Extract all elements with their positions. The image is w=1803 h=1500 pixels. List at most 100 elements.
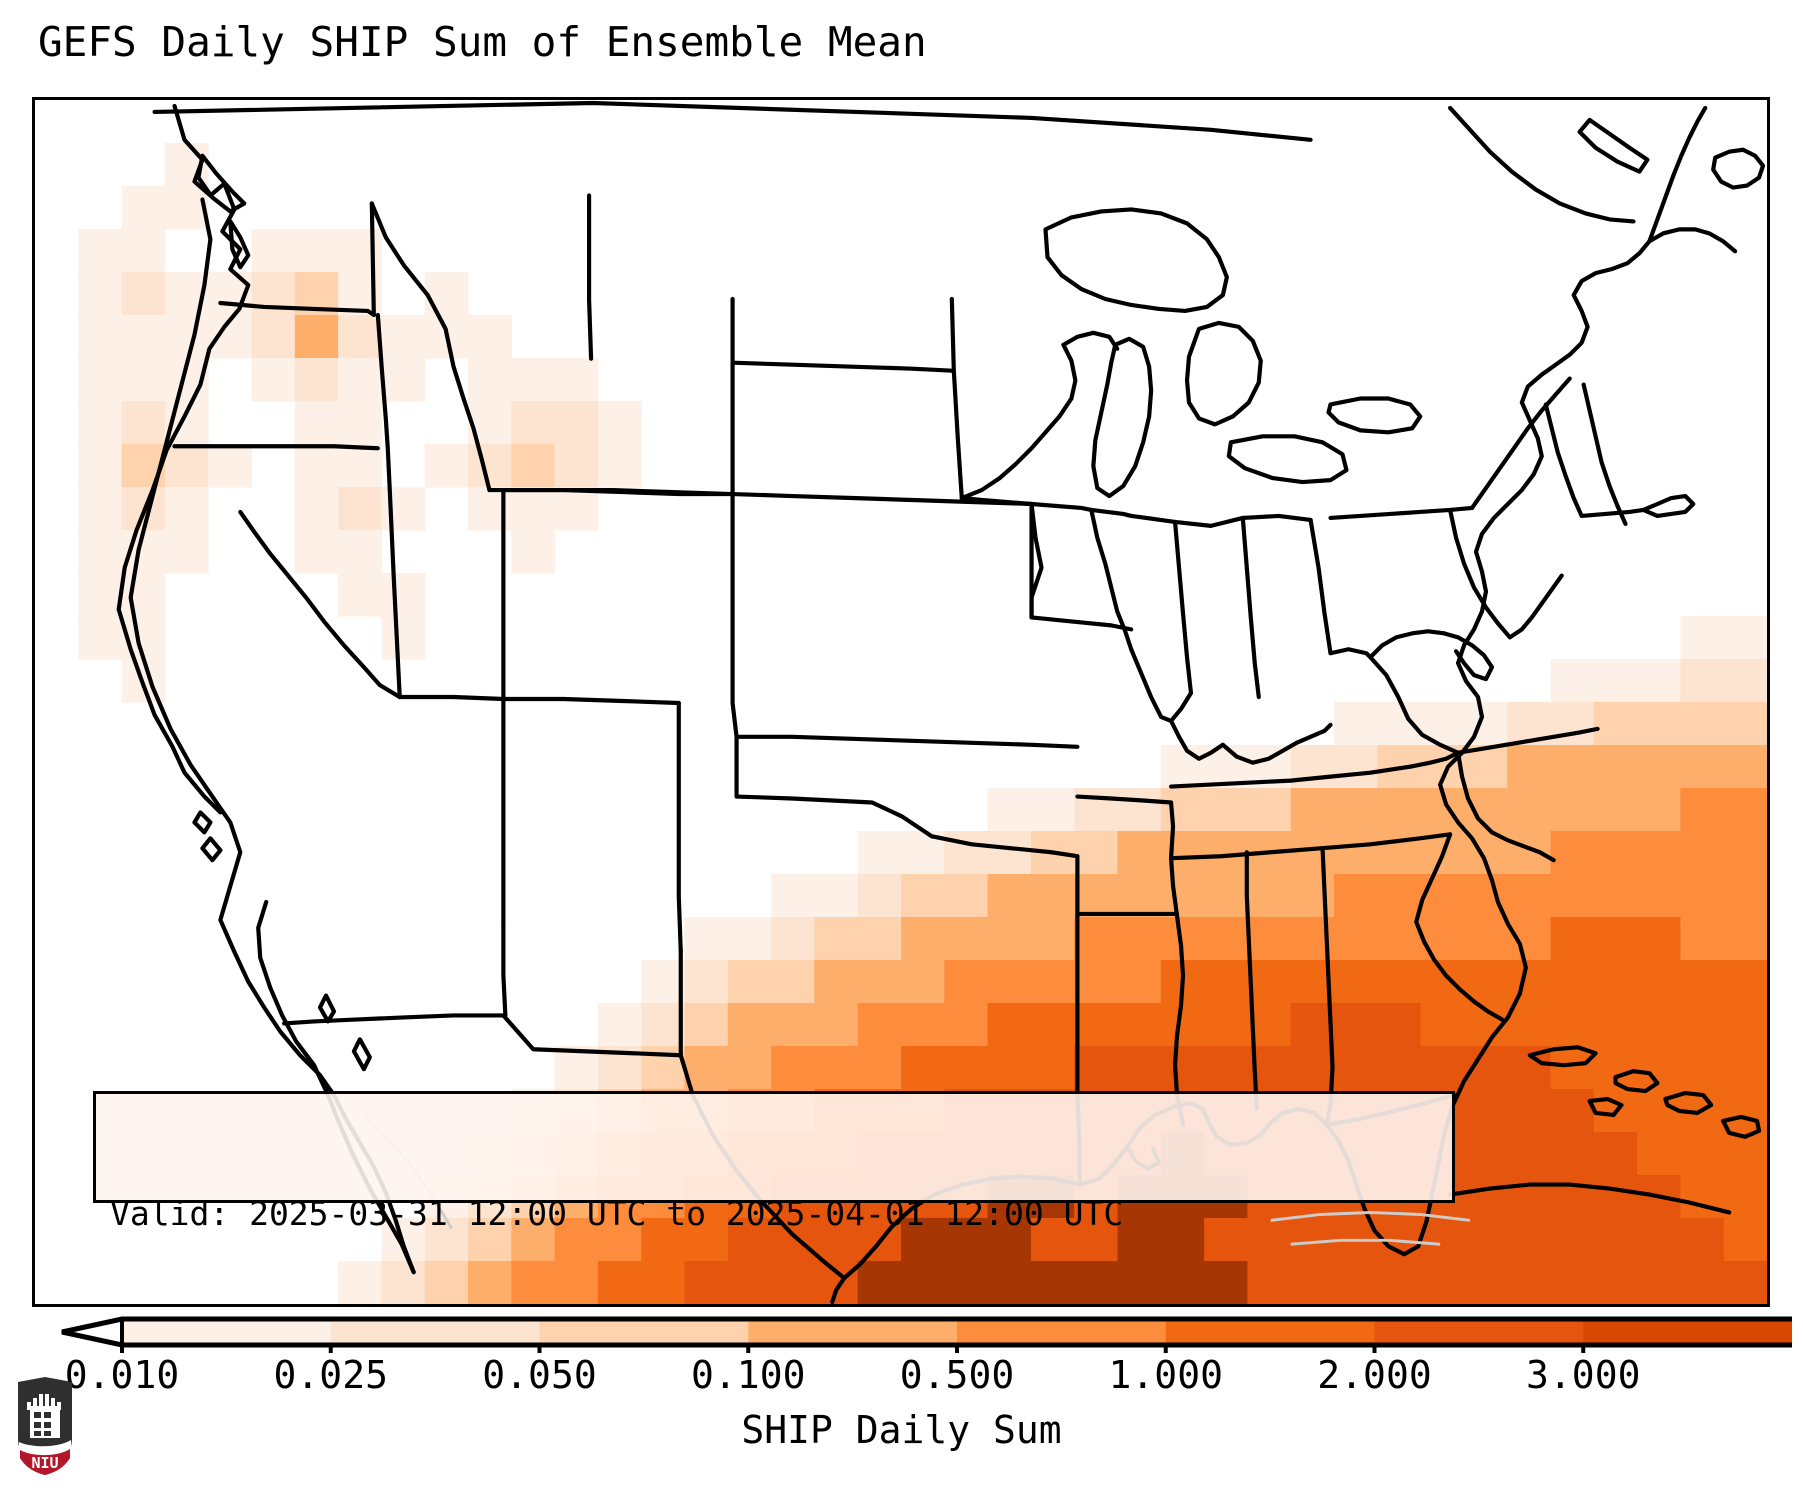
heat-cell [338, 443, 382, 488]
heatmap-layer [78, 142, 1767, 1304]
heat-cell [381, 314, 426, 359]
heat-cell [1334, 1045, 1378, 1090]
mo-ar-line [1075, 794, 1174, 805]
heat-cell [771, 1045, 815, 1090]
cuba-north [1448, 1182, 1732, 1215]
map-canvas[interactable] [35, 100, 1767, 1304]
heat-cell [1160, 1045, 1205, 1090]
heat-cell [1030, 1217, 1075, 1262]
mi-in-oh-top [1129, 513, 1313, 528]
nc-sc-line [1455, 750, 1556, 863]
heat-cell [78, 358, 123, 402]
colorbar-segment [539, 1319, 749, 1345]
heat-cell [1290, 874, 1335, 918]
heat-cell [857, 830, 902, 875]
ne-ia-vert [1029, 501, 1044, 620]
heat-cell [554, 401, 599, 445]
wi-mi-line [1061, 330, 1120, 351]
mexico-east-coast [830, 1276, 847, 1304]
ia-il-line [1089, 507, 1134, 652]
heat-cell [1463, 1175, 1508, 1219]
ok-tx-line [734, 794, 1080, 859]
heat-cell [1680, 1045, 1725, 1090]
heat-cell [641, 1003, 686, 1047]
nj-ny-coast [1507, 573, 1564, 640]
heat-cell [1290, 830, 1335, 875]
heat-cell [857, 1261, 902, 1304]
nv-ut-line [397, 694, 506, 702]
heat-cell [1117, 1045, 1162, 1090]
heat-cell [78, 529, 123, 574]
heat-cell [1723, 1261, 1767, 1304]
ky-oh-line [1220, 722, 1333, 765]
heat-cell [1637, 702, 1681, 746]
map-panel[interactable]: Valid: 2025-03-31 12:00 UTC to 2025-04-0… [32, 97, 1770, 1307]
heat-cell [468, 443, 512, 488]
tn-nc-line [1408, 750, 1461, 769]
heat-cell [1593, 1131, 1638, 1176]
heat-cell [641, 1217, 686, 1262]
heat-cell [1074, 788, 1119, 832]
lake-huron [1184, 320, 1263, 427]
mo-il-river [1129, 647, 1174, 723]
heat-cell [771, 916, 815, 961]
heat-cell [1377, 1003, 1422, 1047]
nc-va-line [1455, 726, 1600, 755]
heat-cell [1420, 1217, 1465, 1262]
heat-cell [1117, 1261, 1162, 1304]
heat-cell [1637, 960, 1681, 1004]
heat-cell [1680, 1261, 1725, 1304]
heat-cell [857, 960, 902, 1004]
bahamas-d [1721, 1114, 1762, 1139]
heat-cell [338, 401, 382, 445]
heat-cell [1680, 1003, 1725, 1047]
heat-cell [1030, 874, 1075, 918]
heat-cell [1463, 1131, 1508, 1176]
heat-cell [1420, 916, 1465, 961]
heat-cell [727, 1217, 772, 1262]
heat-cell [1074, 874, 1119, 918]
oh-pa-line [1308, 517, 1333, 656]
heat-cell [1420, 1045, 1465, 1090]
heat-cell [554, 443, 599, 488]
heat-cell [1723, 1175, 1767, 1219]
heat-cell [1723, 615, 1767, 660]
heat-cell [1160, 744, 1205, 789]
heat-cell [1680, 830, 1725, 875]
colorbar-canvas[interactable] [32, 1307, 1792, 1353]
heat-cell [511, 443, 556, 488]
heat-cell [1334, 788, 1378, 832]
heat-cell [814, 1003, 859, 1047]
ks-ok-line [734, 734, 1080, 749]
nova-scotia [1711, 147, 1766, 190]
heat-cell [1290, 744, 1335, 789]
cape-cod [1641, 493, 1696, 519]
heat-cell [1550, 874, 1595, 918]
heat-cell [511, 1217, 556, 1262]
heat-cell [1680, 659, 1725, 703]
heat-cell [901, 960, 945, 1004]
heat-cell [1507, 960, 1552, 1004]
heat-cell [338, 314, 382, 359]
heat-cell [424, 1217, 469, 1262]
ga-sc-line [1414, 832, 1505, 1022]
heat-cell [1204, 1261, 1248, 1304]
heat-cell [1334, 960, 1378, 1004]
heat-cell [1507, 744, 1552, 789]
colorbar-segment [957, 1319, 1167, 1345]
colorbar-tick-label: 3.000 [1526, 1353, 1641, 1397]
heat-cell [1334, 1003, 1378, 1047]
heat-cell [1550, 702, 1595, 746]
pacific-coast-bc [116, 103, 251, 815]
colorbar-segment [122, 1319, 332, 1345]
heat-cell [814, 916, 859, 961]
heat-cell [121, 573, 166, 617]
colorbar[interactable] [32, 1307, 1792, 1353]
mt-id-line [369, 201, 492, 493]
heat-cell [1593, 702, 1638, 746]
heat-cell [1507, 1217, 1552, 1262]
heat-cell [1637, 874, 1681, 918]
heat-cell [121, 186, 166, 230]
colorbar-segment [1165, 1319, 1375, 1345]
